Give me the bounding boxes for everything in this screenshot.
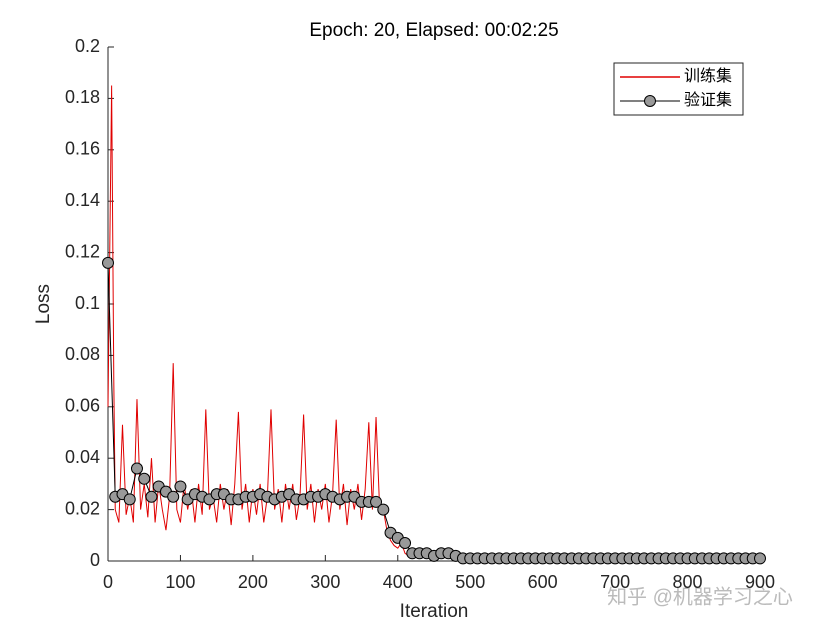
- series-marker: [145, 490, 158, 503]
- y-tick-label: 0.18: [65, 87, 100, 107]
- y-tick-label: 0.02: [65, 498, 100, 518]
- x-tick-label: 700: [600, 572, 630, 592]
- y-axis-label: Loss: [33, 284, 54, 324]
- series-line: [107, 85, 760, 560]
- y-tick-label: 0.1: [75, 293, 100, 313]
- y-tick-label: 0.16: [65, 139, 100, 159]
- x-tick-label: 600: [528, 572, 558, 592]
- x-axis-label: Iteration: [400, 601, 469, 622]
- series-marker: [123, 493, 136, 506]
- series-marker: [130, 462, 143, 475]
- series-marker: [167, 490, 180, 503]
- y-tick-label: 0.14: [65, 190, 100, 210]
- x-tick-label: 300: [310, 572, 340, 592]
- x-tick-label: 200: [238, 572, 268, 592]
- series-marker: [399, 537, 412, 550]
- series-marker: [754, 552, 766, 565]
- series-marker: [102, 256, 114, 269]
- legend-marker: [644, 95, 656, 107]
- series-marker: [174, 480, 187, 493]
- legend-box: [613, 62, 744, 116]
- x-tick-label: 500: [455, 572, 485, 592]
- legend-label: 验证集: [684, 91, 732, 109]
- watermark: 知乎 @机器学习之心: [607, 585, 793, 608]
- x-tick-label: 100: [165, 572, 195, 592]
- legend-label: 训练集: [684, 67, 732, 85]
- y-tick-label: 0.08: [65, 344, 100, 364]
- y-tick-label: 0.04: [65, 447, 100, 467]
- y-tick-label: 0.12: [65, 241, 100, 261]
- series-marker: [370, 495, 383, 508]
- x-tick-label: 400: [383, 572, 413, 592]
- series-marker: [377, 503, 390, 516]
- y-tick-label: 0.2: [75, 36, 100, 56]
- x-tick-label: 900: [745, 572, 775, 592]
- series-marker: [138, 472, 151, 485]
- y-tick-label: 0: [90, 550, 100, 570]
- y-tick-label: 0.06: [65, 396, 100, 416]
- chart-title: Epoch: 20, Elapsed: 00:02:25: [309, 20, 558, 41]
- x-tick-label: 800: [673, 572, 703, 592]
- x-tick-label: 0: [103, 572, 113, 592]
